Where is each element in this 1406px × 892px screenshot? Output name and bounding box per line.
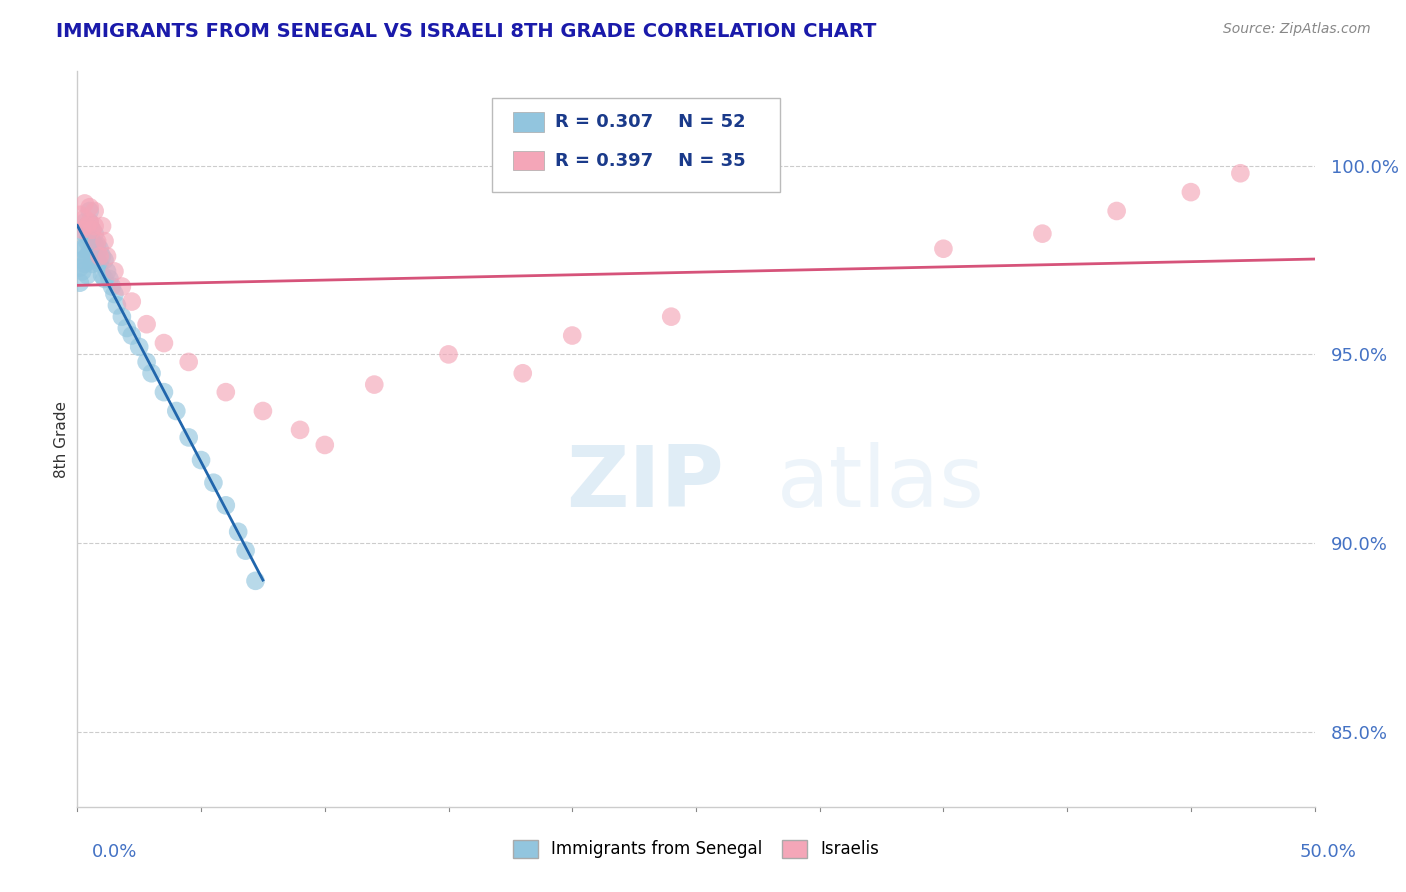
Text: atlas: atlas <box>776 442 984 525</box>
Point <box>135 317 157 331</box>
Point <box>252 404 274 418</box>
Point <box>72 223 94 237</box>
Point <box>83 219 105 233</box>
Point <box>121 294 143 309</box>
Point <box>83 204 105 219</box>
Point <box>79 200 101 214</box>
Point <box>82 223 104 237</box>
Text: R = 0.307    N = 52: R = 0.307 N = 52 <box>555 113 747 131</box>
Point <box>659 310 682 324</box>
Point <box>91 249 114 263</box>
Legend: Immigrants from Senegal, Israelis: Immigrants from Senegal, Israelis <box>506 833 886 865</box>
Point <box>105 298 128 312</box>
Point <box>363 377 385 392</box>
Point <box>79 230 101 244</box>
Point <box>111 310 134 324</box>
Point <box>69 260 91 275</box>
Point <box>72 242 94 256</box>
Point <box>93 253 115 268</box>
Point <box>83 253 105 268</box>
Point <box>215 499 238 513</box>
Text: R = 0.397    N = 35: R = 0.397 N = 35 <box>555 152 747 169</box>
Point <box>1229 166 1251 180</box>
Point <box>79 204 101 219</box>
Point <box>82 223 104 237</box>
Point <box>73 211 96 226</box>
Point <box>82 234 104 248</box>
Point <box>76 219 98 233</box>
Point <box>153 336 176 351</box>
Point <box>89 242 111 256</box>
Text: IMMIGRANTS FROM SENEGAL VS ISRAELI 8TH GRADE CORRELATION CHART: IMMIGRANTS FROM SENEGAL VS ISRAELI 8TH G… <box>56 22 876 41</box>
Point <box>1180 185 1202 199</box>
Point <box>72 253 94 268</box>
Point <box>314 438 336 452</box>
Point <box>73 215 96 229</box>
Point <box>93 272 115 286</box>
Point <box>73 257 96 271</box>
Point <box>76 234 98 248</box>
Text: ZIP: ZIP <box>567 442 724 525</box>
Point <box>89 249 111 263</box>
Point <box>79 215 101 229</box>
Point <box>153 385 176 400</box>
Point <box>932 242 955 256</box>
Point <box>69 208 91 222</box>
Point <box>115 321 138 335</box>
Point <box>128 340 150 354</box>
Point <box>72 264 94 278</box>
Point <box>98 272 121 286</box>
Point <box>141 366 163 380</box>
Point <box>86 234 108 248</box>
Point <box>96 249 118 263</box>
Text: 0.0%: 0.0% <box>91 843 136 861</box>
Point <box>96 264 118 278</box>
Point <box>215 385 238 400</box>
Point <box>226 524 249 539</box>
Point <box>73 242 96 256</box>
Point <box>288 423 311 437</box>
Point <box>89 257 111 271</box>
Point <box>235 543 257 558</box>
Point <box>1031 227 1053 241</box>
Point <box>437 347 460 361</box>
Point <box>512 366 534 380</box>
Point <box>111 279 134 293</box>
Point <box>83 227 105 241</box>
Point <box>79 215 101 229</box>
Point <box>69 276 91 290</box>
Point <box>93 234 115 248</box>
Point <box>91 268 114 282</box>
Point <box>86 253 108 268</box>
Point <box>82 257 104 271</box>
Point <box>135 355 157 369</box>
Point <box>86 238 108 252</box>
Point <box>202 475 225 490</box>
Point <box>82 245 104 260</box>
Point <box>245 574 267 588</box>
Text: 50.0%: 50.0% <box>1301 843 1357 861</box>
Point <box>177 355 200 369</box>
Point <box>177 430 200 444</box>
Point <box>83 238 105 252</box>
Point <box>561 328 583 343</box>
Point <box>91 219 114 233</box>
Point <box>76 268 98 282</box>
Text: Source: ZipAtlas.com: Source: ZipAtlas.com <box>1223 22 1371 37</box>
Point <box>76 219 98 233</box>
Point <box>73 227 96 241</box>
Point <box>1105 204 1128 219</box>
Point <box>101 279 124 293</box>
Y-axis label: 8th Grade: 8th Grade <box>53 401 69 478</box>
Point <box>121 328 143 343</box>
Point <box>73 196 96 211</box>
Point <box>76 249 98 263</box>
Point <box>103 287 125 301</box>
Point <box>103 264 125 278</box>
Point <box>190 453 212 467</box>
Point <box>165 404 187 418</box>
Point <box>79 245 101 260</box>
